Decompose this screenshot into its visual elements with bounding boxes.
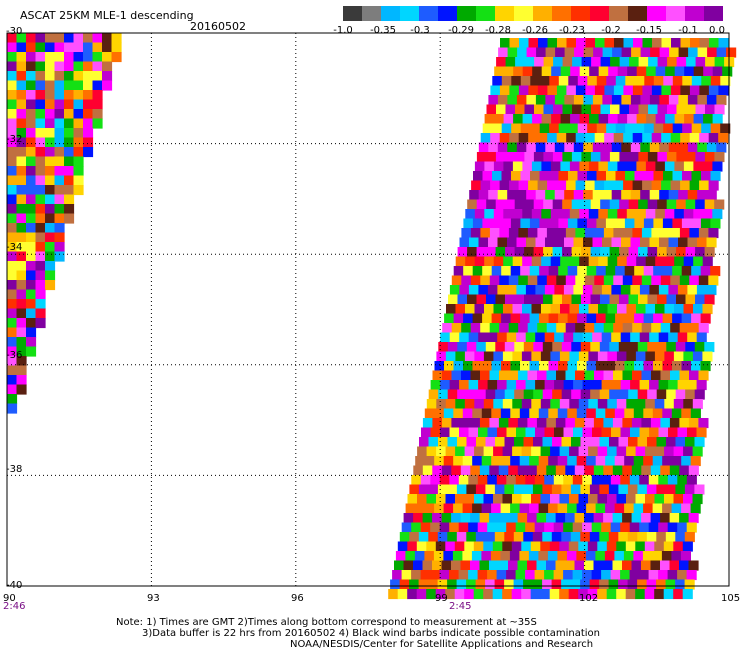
colorbar-swatch (457, 6, 476, 21)
lon-label-105: 105 (721, 593, 740, 604)
colorbar-label: -0.3 (410, 25, 430, 36)
lon-label-90: 90 (3, 593, 16, 604)
lon-label-93: 93 (147, 593, 160, 604)
colorbar-swatch (628, 6, 647, 21)
colorbar-swatch (438, 6, 457, 21)
colorbar-swatch (476, 6, 495, 21)
colorbar-swatch (590, 6, 609, 21)
colorbar-label: -0.26 (522, 25, 548, 36)
colorbar-swatch (381, 6, 400, 21)
colorbar-swatch (571, 6, 590, 21)
colorbar-label: -0.35 (370, 25, 396, 36)
lon-label-99: 99 (435, 593, 448, 604)
colorbar-label: -0.15 (636, 25, 662, 36)
product-date: 20160502 (190, 20, 246, 33)
colorbar-label: 0.0 (709, 25, 725, 36)
lat-label-36: -36 (6, 350, 23, 361)
colorbar-swatch (495, 6, 514, 21)
colorbar-swatch (666, 6, 685, 21)
wind-cells (7, 33, 737, 600)
lat-label-38: -38 (6, 464, 23, 475)
colorbar-swatch (362, 6, 381, 21)
graticule (7, 33, 729, 586)
note-line-3: NOAA/NESDIS/Center for Satellite Applica… (290, 639, 594, 650)
product-title: ASCAT 25KM MLE-1 descending (20, 9, 194, 22)
colorbar-label: -0.29 (448, 25, 474, 36)
lon-label-102: 102 (579, 593, 599, 604)
colorbar-swatch (609, 6, 628, 21)
colorbar-swatch (533, 6, 552, 21)
colorbar-swatch (704, 6, 723, 21)
map-frame (6, 32, 730, 587)
colorbar-label: -1.0 (333, 25, 353, 36)
lat-label-34: -34 (6, 242, 23, 253)
colorbar-swatch (343, 6, 362, 21)
lat-label-30: -30 (6, 26, 23, 37)
colorbar-label: -0.1 (678, 25, 698, 36)
lon-label-96: 96 (291, 593, 304, 604)
colorbar-label: -0.2 (601, 25, 621, 36)
colorbar-swatch (514, 6, 533, 21)
colorbar-swatch (647, 6, 666, 21)
colorbar-label: -0.28 (485, 25, 511, 36)
lat-label-32: -32 (6, 134, 23, 145)
colorbar-swatch (400, 6, 419, 21)
note-line-2: 3)Data buffer is 22 hrs from 20160502 4)… (142, 628, 600, 639)
swath-time-left: 2:46 (3, 601, 26, 612)
swath-map (6, 32, 737, 600)
swath-time-right: 2:45 (449, 601, 472, 612)
colorbar-swatch (419, 6, 438, 21)
colorbar-swatch (685, 6, 704, 21)
colorbar-label: -0.23 (559, 25, 585, 36)
lat-label-40: -40 (6, 580, 23, 591)
colorbar-swatch (552, 6, 571, 21)
note-line-1: Note: 1) Times are GMT 2)Times along bot… (116, 617, 537, 628)
